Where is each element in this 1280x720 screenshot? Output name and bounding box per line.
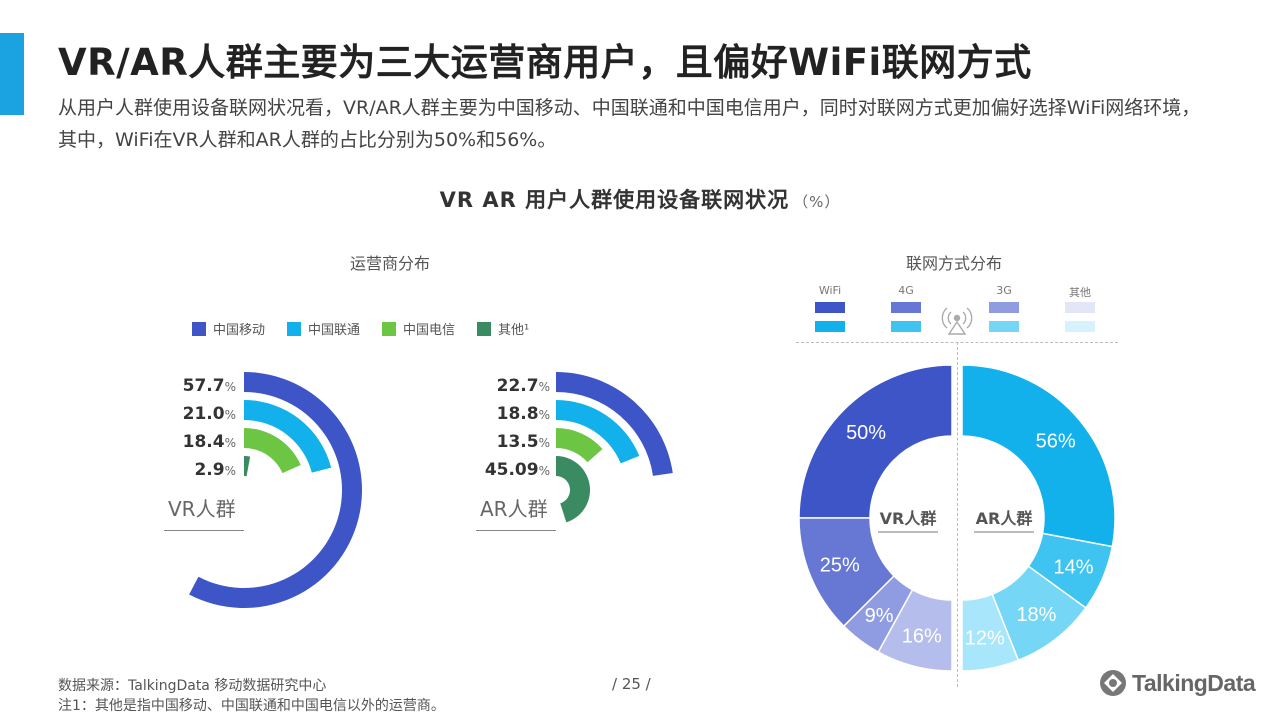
vr-network-label-0: 50% [846, 422, 886, 444]
legend-item-mobile: 中国移动 [192, 319, 265, 338]
net-swatch-ar-3g [989, 321, 1019, 332]
legend-swatch-telecom [382, 321, 397, 336]
vr-network-label-2: 9% [865, 605, 894, 627]
net-swatch-vr-3g [989, 302, 1019, 313]
ar-group-underline [476, 530, 556, 531]
ar-network-center-label: AR人群 [976, 509, 1033, 528]
vr-group-label: VR人群 [168, 497, 236, 521]
ar-carrier-arc-telecom [556, 428, 603, 463]
vr-network-slice-0 [798, 364, 953, 519]
legend-item-telecom: 中国电信 [382, 319, 455, 338]
vr-value-label-other: 2.9% [194, 460, 236, 480]
vr-carrier-arc-other [244, 456, 251, 477]
data-source: 数据来源：TalkingData 移动数据研究中心 [58, 678, 327, 694]
ar-group-label: AR人群 [480, 497, 548, 521]
net-legend-label-3g: 3G [996, 284, 1012, 297]
vr-group-underline [164, 530, 244, 531]
page-subtitle: 从用户人群使用设备联网状况看，VR/AR人群主要为中国移动、中国联通和中国电信用… [58, 97, 1201, 151]
chart-unit: （%） [793, 193, 841, 211]
legend-label: 中国联通 [308, 323, 361, 338]
vr-value-label-unicom: 21.0% [182, 404, 236, 424]
legend-label: 其他¹ [498, 323, 530, 338]
page-title: VR/AR人群主要为三大运营商用户，且偏好WiFi联网方式 [58, 41, 1032, 84]
carrier-legend: 中国移动 中国联通 中国电信 其他¹ [192, 319, 529, 338]
ar-value-label-other: 45.09% [484, 460, 550, 480]
net-swatch-ar-other [1065, 321, 1095, 332]
brand-logo: TalkingData [1098, 668, 1256, 698]
ar-carrier-arc-other [556, 456, 590, 523]
vr-carrier-arc-unicom [244, 400, 332, 473]
ar-network-label-2: 18% [1016, 604, 1056, 626]
legend-swatch-other [477, 321, 492, 336]
brand-name: TalkingData [1132, 669, 1256, 696]
vr-network-slice-3 [877, 588, 953, 672]
legend-label: 中国移动 [213, 323, 266, 338]
ar-network-slice-3 [961, 593, 1020, 672]
legend-swatch-mobile [192, 321, 206, 336]
ar-value-label-unicom: 18.8% [496, 404, 550, 424]
vr-network-center-label: VR人群 [880, 509, 937, 528]
vr-value-label-telecom: 18.4% [182, 432, 236, 452]
legend-item-other: 其他¹ [477, 319, 529, 338]
vr-network-label-3: 16% [902, 626, 942, 648]
network-section-title: 联网方式分布 [906, 254, 1003, 273]
vr-value-label-mobile: 57.7% [182, 376, 236, 396]
wireless-signal-icon [941, 307, 973, 335]
ar-network-label-3: 12% [965, 627, 1005, 649]
net-legend-label-wifi: WiFi [818, 284, 842, 297]
ar-value-label-mobile: 22.7% [496, 376, 550, 396]
net-swatch-vr-wifi [815, 302, 845, 313]
net-swatch-ar-wifi [815, 321, 845, 332]
legend-item-unicom: 中国联通 [287, 319, 360, 338]
net-legend-label-other: 其他 [1069, 286, 1091, 299]
vr-network-label-1: 25% [820, 554, 860, 576]
page-number: / 25 / [612, 675, 651, 693]
vr-carrier-arc-mobile [189, 372, 363, 608]
net-swatch-ar-4g [891, 321, 921, 332]
ar-carrier-arc-unicom [556, 400, 640, 464]
legend-swatch-unicom [287, 321, 302, 336]
talkingdata-logo-icon [1100, 670, 1126, 696]
ar-network-label-0: 56% [1036, 431, 1076, 453]
accent-bar [0, 33, 24, 115]
legend-label: 中国电信 [403, 323, 456, 338]
ar-network-label-1: 14% [1053, 556, 1093, 578]
net-swatch-vr-4g [891, 302, 921, 313]
net-legend-label-4g: 4G [898, 284, 914, 297]
ar-network-slice-0 [961, 364, 1116, 548]
chart-title: VR AR 用户人群使用设备联网状况 （%） [0, 184, 1280, 214]
carrier-section-title: 运营商分布 [350, 254, 431, 273]
vr-carrier-arc-telecom [244, 428, 301, 474]
network-divider-vertical [957, 342, 958, 687]
net-swatch-vr-other [1065, 302, 1095, 313]
ar-carrier-arc-mobile [556, 372, 673, 476]
chart-title-text: VR AR 用户人群使用设备联网状况 [439, 188, 790, 212]
vr-network-slice-2 [842, 574, 914, 654]
ar-value-label-telecom: 13.5% [496, 432, 550, 452]
footnote: 注1：其他是指中国移动、中国联通和中国电信以外的运营商。 [58, 698, 445, 714]
